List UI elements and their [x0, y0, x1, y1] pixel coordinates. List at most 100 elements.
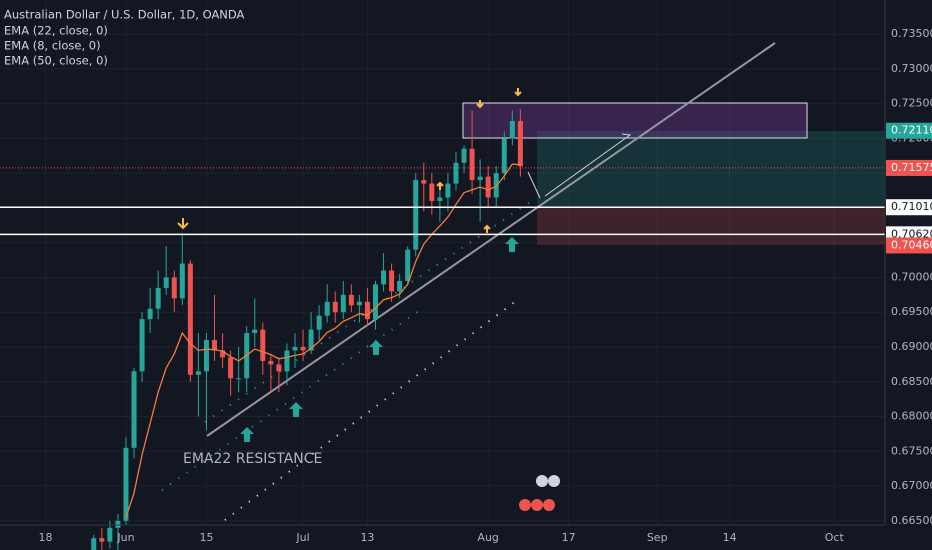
candle-body [356, 301, 362, 306]
badge [536, 475, 548, 487]
price-axis [885, 0, 932, 550]
candle-body [115, 520, 121, 528]
candle-body [123, 447, 129, 521]
down-arrows [177, 88, 522, 233]
badge [531, 499, 543, 511]
candle-body [163, 277, 169, 288]
candle-body [477, 176, 483, 181]
legend-entry: EMA (8, close, 0) [4, 39, 101, 53]
candle-body [332, 301, 338, 313]
candle-body [228, 357, 234, 379]
up-arrow [240, 427, 254, 442]
candle-body [348, 294, 354, 306]
candle-body [316, 315, 322, 330]
y-tick-label: 0.67000 [891, 479, 932, 492]
down-arrow [514, 88, 522, 97]
plot [0, 109, 885, 550]
price-tag [886, 122, 932, 139]
candle-body [445, 183, 451, 198]
candle-body [292, 346, 298, 351]
candle-body [179, 263, 185, 299]
candle-body [91, 538, 97, 550]
candle-body [107, 527, 113, 542]
candle-body [268, 360, 274, 365]
up-mark [436, 181, 444, 190]
price-tag [886, 199, 932, 216]
candle-body [284, 350, 290, 372]
candle-body [195, 371, 201, 375]
y-tick-label: 0.69500 [891, 305, 932, 318]
y-tick-label: 0.69000 [891, 340, 932, 353]
candle-body [260, 329, 266, 361]
candle-body [220, 350, 226, 358]
y-tick-label: 0.72500 [891, 97, 932, 110]
candle-body [372, 284, 378, 320]
up-arrows [240, 237, 519, 442]
y-tick-label: 0.70000 [891, 270, 932, 283]
x-tick-label: 15 [199, 531, 213, 544]
candle-body [453, 162, 459, 184]
up-arrow [505, 237, 519, 252]
candle-body [252, 329, 258, 334]
candle-body [397, 280, 403, 292]
candle-body [139, 319, 145, 372]
candle-body [212, 340, 218, 351]
candle-body [413, 180, 419, 250]
candle-body [308, 329, 314, 351]
down-arrow [177, 218, 189, 230]
price-tag [886, 159, 932, 176]
candle-body [147, 308, 153, 320]
price-tag-label: 0.70460 [891, 238, 932, 251]
x-tick-label: 13 [360, 531, 374, 544]
down-arrow [476, 100, 484, 109]
y-tick-label: 0.73500 [891, 27, 932, 40]
candle-body [437, 197, 443, 201]
badge [543, 499, 555, 511]
x-tick-label: Jul [295, 531, 309, 544]
annotation: EMA22 RESISTANCE [183, 451, 322, 467]
x-tick-label: Aug [477, 531, 498, 544]
candle-body [501, 138, 507, 174]
candle-body [469, 148, 475, 181]
legend-entry: EMA (50, close, 0) [4, 54, 108, 68]
badge [548, 475, 560, 487]
candle-body [276, 364, 282, 372]
up-arrow [289, 402, 303, 417]
x-tick-label: Sep [647, 531, 668, 544]
path-arrow [527, 171, 541, 199]
badge [519, 499, 531, 511]
y-tick-label: 0.73000 [891, 62, 932, 75]
candle-body [203, 340, 209, 372]
legend-entry: EMA (22, close, 0) [4, 24, 108, 38]
candle-body [171, 277, 177, 299]
candle-body [236, 378, 242, 380]
price-tag [886, 237, 932, 254]
y-tick-label: 0.68000 [891, 410, 932, 423]
candle-body [389, 270, 395, 292]
candle-body [187, 263, 193, 375]
path-arrow [544, 133, 632, 197]
price-tag-label: 0.71010 [891, 200, 932, 213]
x-tick-label: 14 [723, 531, 737, 544]
candle-body [421, 180, 427, 184]
candle-body [99, 538, 105, 542]
price-tag-label: 0.71575 [891, 161, 932, 174]
candle-body [517, 120, 523, 167]
price-tag-label: 0.70620 [891, 227, 932, 240]
up-arrow [369, 340, 383, 355]
candle-body [509, 120, 515, 139]
event-badges [519, 475, 560, 511]
up-mark [483, 224, 491, 233]
profit-zone [537, 131, 885, 207]
y-tick-label: 0.67500 [891, 444, 932, 457]
candle-body [131, 371, 137, 448]
y-tick-label: 0.68500 [891, 375, 932, 388]
candle-body [429, 183, 435, 201]
x-tick-label: 17 [562, 531, 576, 544]
candle-body [324, 301, 330, 316]
candle-body [300, 346, 306, 351]
x-tick-label: Oct [825, 531, 845, 544]
chart-title: Australian Dollar / U.S. Dollar, 1D, OAN… [4, 8, 245, 22]
